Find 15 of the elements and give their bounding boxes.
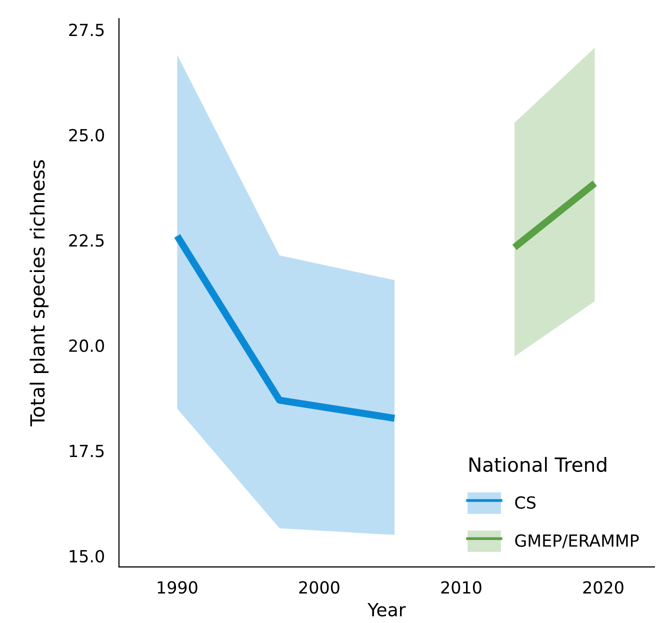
legend-title: National Trend	[469, 456, 606, 472]
y-tick-label: 15.0	[70, 550, 104, 563]
y-axis-title: Total plant species richness	[30, 160, 49, 426]
x-tick-label: 2020	[583, 581, 624, 594]
legend-label: GMEP/ERAMMP	[515, 534, 639, 548]
x-tick-label: 1990	[158, 581, 198, 594]
y-tick-label: 25.0	[69, 128, 104, 142]
x-tick-label: 2000	[299, 581, 340, 594]
y-tick-label: 22.5	[69, 234, 104, 247]
y-tick-label: 20.0	[69, 339, 104, 352]
y-tick-label: 17.5	[70, 444, 104, 458]
legend-label: CS	[515, 496, 536, 509]
y-tick-label: 27.5	[69, 24, 104, 36]
x-tick-label: 2010	[441, 581, 482, 594]
x-axis-title: Year	[368, 603, 406, 616]
